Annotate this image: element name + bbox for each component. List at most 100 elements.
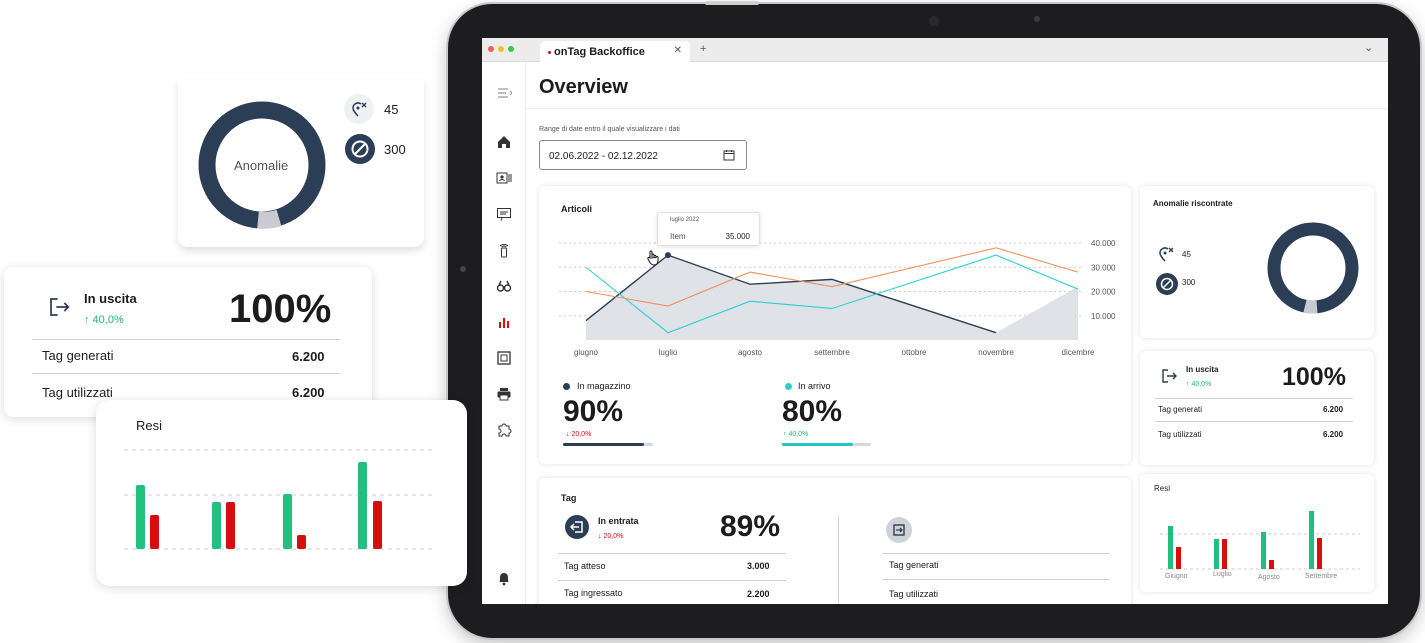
uscita-card [1140, 351, 1374, 465]
date-range-label: Range di date entro il quale visualizzar… [539, 126, 680, 133]
bar-chart-icon[interactable] [496, 314, 512, 330]
tablet-screen: onTag Backoffice ✕ + ⌄ Overview Range di… [482, 38, 1388, 604]
stat-value: 80% [782, 395, 843, 428]
anomalie-value: 45 [384, 102, 399, 117]
anomalie-donut [1267, 222, 1359, 314]
highlight-point [665, 252, 671, 259]
stat-change: ↓ 20,0% [566, 431, 592, 438]
anomalie-value: 300 [1182, 278, 1196, 287]
binoculars-icon[interactable] [496, 278, 512, 294]
row-label: Tag generati [1158, 405, 1203, 414]
row-label: Tag generati [889, 560, 939, 570]
series-line [585, 254, 997, 334]
series-dot [563, 383, 570, 390]
enter-icon [569, 521, 583, 533]
bar [1214, 539, 1219, 569]
articoli-line-chart: 10.000 20.000 30.000 40.000 giugno luglio agos… [559, 239, 1116, 357]
exit-arrow-icon [50, 298, 70, 316]
uscita-change: ↑ 40,0% [84, 314, 124, 326]
uscita-value: 100% [229, 287, 332, 331]
row-value: 3.000 [747, 561, 770, 571]
date-range-value: 02.06.2022 - 02.12.2022 [549, 151, 658, 162]
browser-tab[interactable]: onTag Backoffice ✕ [540, 41, 690, 62]
progress-fill [782, 443, 854, 446]
bar [1168, 526, 1173, 569]
chevron-down-icon[interactable]: ⌄ [1364, 42, 1374, 54]
row-label: Tag utilizzati [1158, 430, 1202, 439]
rfid-tag-icon[interactable] [496, 242, 512, 258]
entrata-icon [565, 515, 589, 539]
resi-month: Luglio [1213, 571, 1232, 578]
divider [882, 553, 1110, 554]
contact-card-icon[interactable] [496, 170, 512, 186]
row-label: Tag utilizzati [889, 589, 939, 599]
location-x-icon [344, 94, 374, 124]
bar [1261, 532, 1266, 569]
uscita-change: ↑ 40,0% [1186, 381, 1212, 388]
x-tick-label: agosto [738, 348, 763, 357]
side-sensor [460, 266, 466, 272]
close-dot[interactable] [488, 46, 494, 52]
divider [882, 579, 1110, 580]
new-tab-button[interactable]: + [700, 43, 707, 55]
bar [136, 485, 145, 549]
entrata-change: ↓ 20,0% [598, 533, 624, 540]
anomalie-title: Anomalie riscontrate [1153, 199, 1233, 208]
printer-icon[interactable] [496, 386, 512, 402]
blocked-icon [1156, 273, 1178, 295]
cursor-hand-icon [647, 250, 659, 266]
x-tick-label: settembre [814, 348, 850, 357]
exit-icon-badge [886, 517, 912, 543]
home-icon[interactable] [496, 134, 512, 150]
floating-uscita-card: In uscita ↑ 40,0% 100% Tag generati 6.20… [4, 267, 372, 417]
bar [1222, 539, 1227, 569]
vertical-divider [838, 516, 839, 604]
series-dot [785, 383, 792, 390]
puzzle-icon[interactable] [496, 422, 512, 438]
resi-month: Agosto [1258, 574, 1280, 581]
resi-month: Giugno [1165, 573, 1188, 580]
entrata-title: In entrata [598, 516, 639, 526]
stat-name: In arrivo [798, 381, 831, 391]
resi-bar-chart-large [124, 449, 432, 550]
tooltip-value: 35.000 [725, 232, 750, 241]
exit-arrow-icon [1162, 369, 1177, 383]
row-value: 6.200 [1323, 430, 1344, 439]
x-tick-label: novembre [978, 348, 1014, 357]
header-divider [526, 108, 1388, 109]
bar [373, 501, 382, 549]
tab-favicon-dot [548, 50, 551, 54]
articoli-title: Articoli [561, 204, 593, 214]
message-icon[interactable] [496, 206, 512, 222]
tablet-top-button [705, 1, 759, 5]
y-tick-label: 30.000 [1091, 263, 1116, 272]
maximize-dot[interactable] [508, 46, 514, 52]
menu-icon[interactable] [496, 85, 512, 101]
stat-change: ↑ 40,0% [783, 431, 809, 438]
stat-value: 90% [563, 395, 624, 428]
donut-center-label: Anomalie [234, 158, 289, 173]
close-icon[interactable]: ✕ [673, 45, 682, 56]
date-range-input[interactable]: 02.06.2022 - 02.12.2022 [539, 140, 747, 170]
sensor [1034, 16, 1040, 22]
series-area [586, 255, 1078, 340]
floating-anomalie-card: Anomalie 45 300 [178, 80, 424, 247]
calendar-icon[interactable] [723, 149, 735, 161]
divider [558, 580, 786, 581]
page-title: Overview [539, 76, 628, 98]
row-value: 6.200 [292, 349, 325, 364]
minimize-dot[interactable] [498, 46, 504, 52]
bar [1176, 547, 1181, 569]
resi-card [1140, 474, 1374, 592]
bell-icon[interactable] [496, 570, 512, 586]
row-label: Tag ingressato [564, 588, 623, 598]
series-line [585, 254, 1079, 334]
frame-icon[interactable] [496, 350, 512, 366]
stat-in-arrivo: In arrivo 80% ↑ 40,0% [782, 381, 892, 451]
x-tick-label: giugno [574, 348, 599, 357]
location-x-icon [1159, 247, 1174, 262]
bar [283, 494, 292, 549]
camera [929, 16, 939, 26]
exit-box-icon [893, 524, 905, 536]
anomalie-card [1140, 186, 1374, 338]
